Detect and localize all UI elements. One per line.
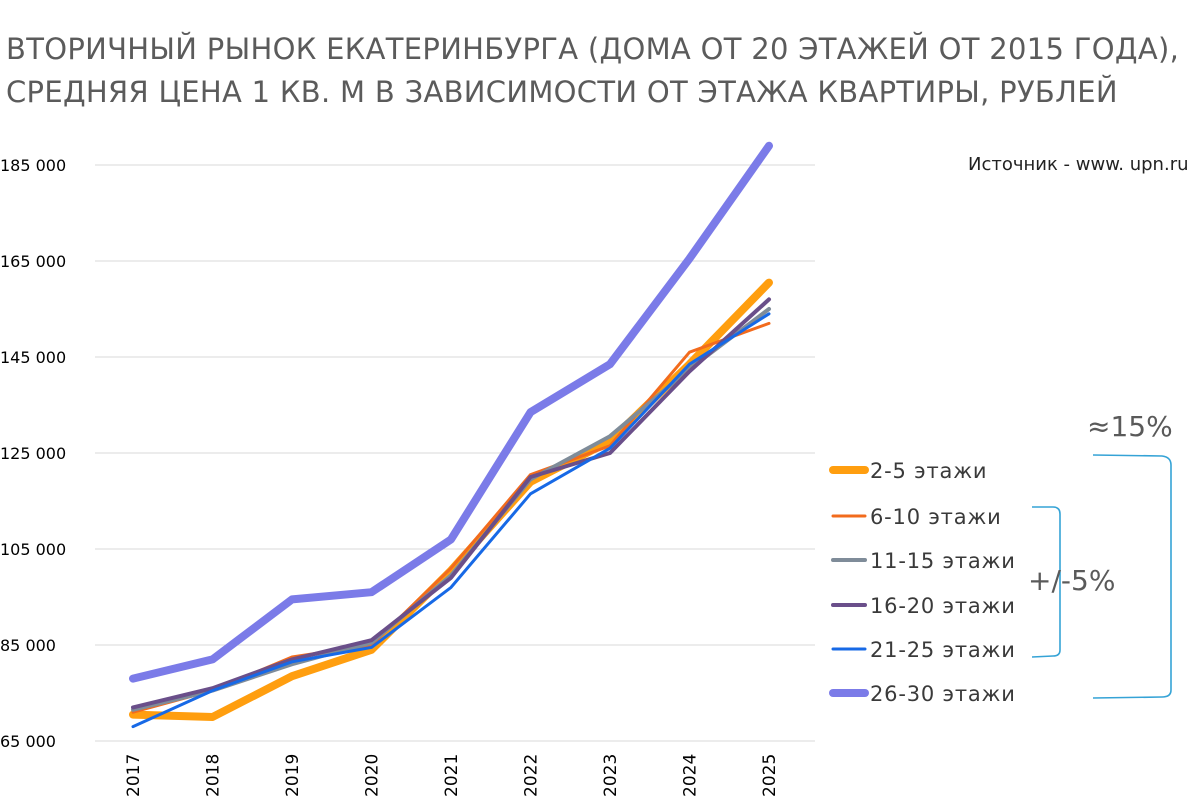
range-brackets: ≈15% +/-5% [1028, 410, 1173, 699]
x-axis: 2017 2018 2019 2020 2021 2022 2023 2024 2025 [124, 754, 780, 797]
y-axis: 65 000 85 000 105 000 125 000 145 000 165 000… [0, 156, 66, 751]
y-tick-label-4: 145 000 [0, 348, 66, 367]
x-tick-label-1: 2018 [204, 754, 224, 797]
source-note: Источник - www. upn.ru [968, 154, 1189, 175]
grid-lines [95, 164, 815, 742]
bracket-mid-floors [1031, 506, 1061, 658]
bracket-all-floors [1092, 454, 1172, 699]
y-tick-label-6: 185 000 [0, 156, 66, 175]
x-tick-label-6: 2023 [601, 754, 621, 797]
y-tick-label-1: 85 000 [0, 636, 56, 655]
series-line-4 [131, 312, 771, 729]
annotation-range-all: ≈15% [1087, 410, 1173, 443]
x-tick-label-4: 2021 [442, 754, 462, 797]
legend-label-2: 11-15 этажи [870, 549, 1016, 573]
legend-label-4: 21-25 этажи [870, 638, 1016, 662]
x-tick-label-5: 2022 [522, 754, 542, 797]
x-tick-label-0: 2017 [124, 754, 144, 797]
legend: 2-5 этажи 6-10 этажи 11-15 этажи 16-20 этаж… [829, 459, 1016, 706]
y-tick-label-2: 105 000 [0, 540, 66, 559]
x-tick-label-7: 2024 [681, 754, 701, 797]
chart-title-line-1: ВТОРИЧНЫЙ РЫНОК ЕКАТЕРИНБУРГА (ДОМА ОТ 2… [6, 32, 1180, 66]
chart-title-line-2: СРЕДНЯЯ ЦЕНА 1 КВ. М В ЗАВИСИМОСТИ ОТ ЭТ… [6, 75, 1118, 109]
x-tick-label-2: 2019 [283, 754, 303, 797]
annotation-range-mid: +/-5% [1028, 564, 1115, 597]
x-tick-label-8: 2025 [760, 754, 780, 797]
legend-label-0: 2-5 этажи [870, 459, 987, 483]
x-tick-label-3: 2020 [363, 754, 383, 797]
y-tick-label-0: 65 000 [0, 732, 56, 751]
y-tick-label-5: 165 000 [0, 252, 66, 271]
y-tick-label-3: 125 000 [0, 444, 66, 463]
legend-label-5: 26-30 этажи [870, 682, 1016, 706]
chart-title: ВТОРИЧНЫЙ РЫНОК ЕКАТЕРИНБУРГА (ДОМА ОТ 2… [6, 28, 1179, 114]
series-lines [129, 141, 773, 729]
legend-label-1: 6-10 этажи [870, 505, 1002, 529]
series-line-3 [131, 297, 771, 710]
legend-label-3: 16-20 этажи [870, 594, 1016, 618]
series-line-5 [129, 141, 773, 683]
